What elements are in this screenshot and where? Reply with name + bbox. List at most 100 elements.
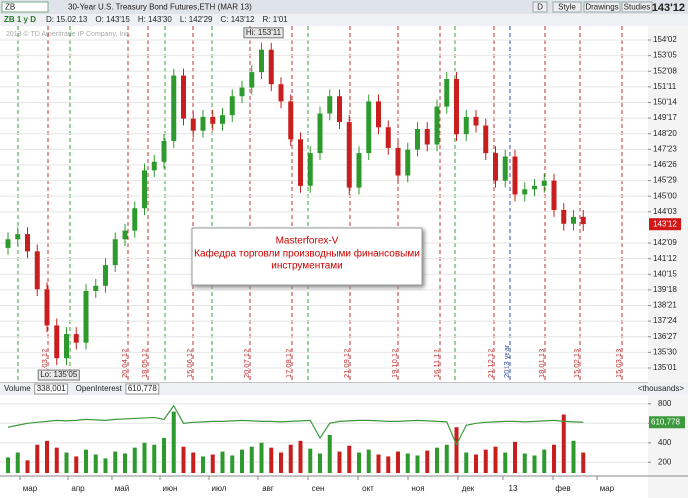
candle-body (64, 334, 69, 359)
month-label: июл (212, 484, 227, 493)
month-label: 13 (509, 484, 518, 493)
candle-body (434, 106, 440, 145)
volume-bar (152, 444, 157, 473)
volume-bar (454, 427, 459, 473)
button[interactable] (552, 1, 582, 13)
candle-body (288, 101, 294, 140)
volume-bar (74, 456, 79, 473)
button-label: D (537, 3, 543, 12)
button[interactable] (583, 1, 621, 13)
volume-bar (181, 446, 186, 473)
volume-bar (308, 448, 313, 473)
candle-body (73, 334, 79, 343)
annotation-box (191, 227, 423, 286)
candle-body (112, 239, 118, 266)
date-marker-label: 19.10.12 (390, 349, 399, 378)
volume-bar (249, 446, 254, 473)
volume-bar (64, 452, 69, 473)
candle-body (210, 116, 216, 124)
volume-bar (522, 453, 527, 473)
volume-bar (259, 442, 264, 473)
candle-body (366, 101, 372, 154)
candle-body (454, 78, 459, 135)
y-tick-label: 138'21 (653, 301, 677, 310)
open-interest-line (7, 404, 584, 447)
volume-bar (464, 452, 469, 473)
candle-body (483, 125, 489, 154)
volume-bar (123, 453, 127, 473)
oi-tag (649, 416, 685, 429)
candle-body (54, 325, 60, 359)
volume-bar (503, 452, 508, 473)
y-tick-label: 139'18 (653, 285, 677, 294)
volume-bar (405, 453, 410, 473)
candle-body (580, 216, 586, 225)
candle-body (5, 239, 11, 248)
extreme-label: Hi: 153'11 (246, 28, 282, 37)
date-marker-label: 17.08.12 (284, 349, 293, 378)
volume-bar (210, 454, 215, 473)
volume-bar (240, 449, 244, 473)
toolbar (0, 0, 688, 14)
date-marker-label: 21.12.12 (486, 349, 495, 378)
month-label: окт (362, 484, 374, 493)
button-label: Style (558, 3, 576, 12)
description: 30-Year U.S. Treasury Bond Futures,ETH (… (68, 3, 252, 12)
candle-body (268, 49, 274, 85)
candle-body (395, 147, 401, 176)
candle-body (424, 128, 430, 145)
button[interactable] (532, 1, 548, 13)
unit-label: <thousands> (638, 384, 685, 393)
month-label: ноя (411, 484, 424, 493)
candle-body (473, 116, 479, 126)
volume-bar (542, 449, 547, 473)
volume-bar (298, 440, 303, 473)
y-tick-label: 149'17 (653, 113, 677, 122)
annotation-text: Кафедра торговли производными финансовым… (194, 248, 420, 260)
month-label: сен (312, 484, 325, 493)
candle-body (317, 113, 323, 154)
candle-body (132, 208, 138, 231)
candle-body (307, 153, 313, 186)
symbol-input[interactable] (1, 1, 49, 13)
y-tick-label: 145'00 (653, 191, 677, 200)
volume-bar (483, 449, 488, 473)
candle-body (298, 139, 303, 186)
volume-bar (552, 444, 556, 473)
legend-name: Volume (4, 384, 31, 393)
candle-body (249, 72, 255, 88)
button-label: Drawings (585, 3, 618, 12)
extreme-tag (243, 27, 284, 39)
volume-bar (513, 441, 517, 473)
button[interactable] (621, 1, 653, 13)
extreme-tag (37, 369, 80, 381)
y-tick-label: 150'14 (653, 98, 677, 107)
month-label: фев (555, 484, 570, 493)
candle-body (122, 230, 128, 240)
volume-bar (6, 457, 10, 473)
last-price-label: 143'12 (653, 219, 677, 228)
volume-bar (532, 455, 537, 473)
candle-body (327, 96, 333, 114)
volume-bar (201, 456, 205, 473)
y-tick-label: 135'30 (653, 347, 677, 356)
volume-bar (171, 411, 176, 473)
button-label: Studies (624, 3, 651, 12)
candle-body (181, 75, 186, 119)
month-label: май (115, 484, 129, 493)
legend-value-box (34, 383, 69, 395)
volume-header (0, 383, 688, 395)
y-tick-label: 141'12 (653, 254, 677, 263)
date-marker-label: 15.02.13 (572, 349, 581, 378)
candle-body (502, 156, 508, 181)
legend-name: OpenInterest (76, 384, 123, 393)
date-marker-label: 15.06.12 (185, 349, 194, 378)
candle-body (444, 78, 450, 107)
candle-body (278, 84, 284, 102)
date-marker-label: 18.05.12 (140, 349, 149, 378)
volume-bar (493, 446, 498, 473)
date-marker-label: 21.09.12 (342, 349, 351, 378)
candle-body (385, 127, 391, 148)
candle-body (44, 289, 50, 326)
candle-body (103, 265, 108, 286)
